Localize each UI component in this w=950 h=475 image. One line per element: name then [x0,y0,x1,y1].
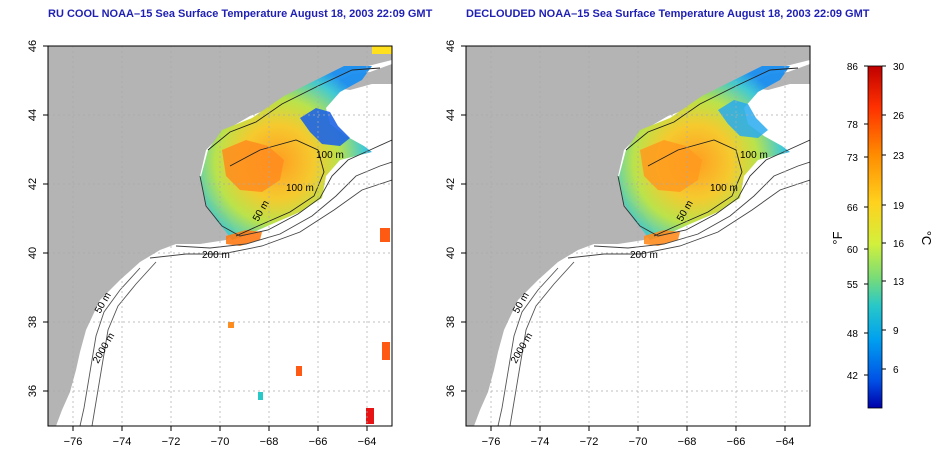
lat-tick-label: 38 [445,316,457,328]
lat-tick-label: 46 [445,40,457,52]
sst-speck [296,366,302,376]
contour-line [617,139,810,237]
lon-tick-label: −72 [580,436,599,448]
lat-tick-label: 46 [27,40,39,52]
sst-data-region [200,66,372,240]
depth-label: 100 m [740,150,768,161]
sst-speck [382,342,390,360]
contour-line [79,267,141,426]
grid-lines [48,46,392,426]
lon-tick-label: −66 [309,436,328,448]
sst-speck [380,228,390,242]
lon-tick-label: −64 [776,436,795,448]
celsius-tick: 19 [893,201,905,212]
contour-line [593,161,810,249]
fahrenheit-unit-label: °F [830,231,845,244]
x-axis-labels: −76 −74 −72 −70 −68 −66 −64 [64,436,377,448]
lon-tick-label: −76 [64,436,83,448]
contour-line [567,179,810,259]
fahrenheit-tick: 42 [847,371,859,382]
celsius-tick: 26 [893,111,905,122]
lat-tick-label: 38 [27,316,39,328]
colorbar: 86 78 73 66 60 55 48 42 30 26 23 19 16 1… [830,62,934,409]
sst-speck [372,46,392,54]
contour-line [199,139,392,237]
y-axis-labels: 46 44 42 40 38 36 [445,40,457,397]
lat-tick-label: 40 [445,247,457,259]
lon-tick-label: −76 [482,436,501,448]
lat-tick-label: 36 [445,385,457,397]
lat-tick-label: 42 [445,178,457,190]
lat-tick-label: 44 [27,109,39,121]
lat-tick-label: 44 [445,109,457,121]
colorbar-scale [867,65,883,409]
depth-label: 200 m [630,250,658,261]
lon-tick-label: −72 [162,436,181,448]
lon-tick-label: −70 [629,436,648,448]
celsius-unit-label: °C [919,231,934,246]
lon-tick-label: −74 [113,436,132,448]
celsius-tick: 6 [893,365,899,376]
fahrenheit-labels: 86 78 73 66 60 55 48 42 [847,62,859,382]
fahrenheit-tick: 78 [847,120,859,131]
celsius-tick: 9 [893,326,899,337]
lon-tick-label: −74 [531,436,550,448]
lat-tick-label: 36 [27,385,39,397]
y-axis-ticks [461,45,466,392]
sst-speck [228,322,234,328]
panel-title-raw: RU COOL NOAA–15 Sea Surface Temperature … [48,8,433,20]
x-axis-labels: −76 −74 −72 −70 −68 −66 −64 [482,436,795,448]
sst-warm-region [222,140,284,192]
fahrenheit-tick: 55 [847,280,859,291]
sst-speck [366,408,374,424]
sst-cold-region [718,100,768,138]
celsius-tick: 16 [893,239,905,250]
contour-line [497,267,559,426]
depth-label: 100 m [316,150,344,161]
fahrenheit-tick: 60 [847,245,859,256]
celsius-ticks [882,65,886,370]
sst-data-region [618,66,790,240]
fahrenheit-ticks [864,65,868,376]
map-panel-declouded: 100 m 100 m 50 m 200 m 50 m 2000 m −76 −… [445,40,811,448]
y-axis-ticks [43,45,48,392]
celsius-tick: 30 [893,62,905,73]
contour-line [149,179,392,259]
celsius-tick: 13 [893,277,905,288]
contour-line [175,161,392,249]
x-axis-ticks [490,426,786,431]
lat-tick-label: 42 [27,178,39,190]
depth-label: 100 m [710,183,738,194]
contour-line [91,261,157,426]
lon-tick-label: −64 [358,436,377,448]
x-axis-ticks [72,426,368,431]
lon-tick-label: −66 [727,436,746,448]
sst-warm-region [640,140,702,192]
map-panel-raw: 100 m 100 m 50 m 200 m 50 m 2000 m −76 −… [27,40,393,448]
grid-lines [466,46,810,426]
sst-speck [258,392,263,400]
lon-tick-label: −68 [260,436,279,448]
lon-tick-label: −70 [211,436,230,448]
celsius-tick: 23 [893,151,905,162]
contour-line [509,261,575,426]
panel-title-declouded: DECLOUDED NOAA–15 Sea Surface Temperatur… [466,8,870,20]
sst-cold-region [300,108,350,146]
celsius-labels: 30 26 23 19 16 13 9 6 [893,62,905,376]
fahrenheit-tick: 48 [847,329,859,340]
fahrenheit-tick: 86 [847,62,859,73]
lon-tick-label: −68 [678,436,697,448]
lat-tick-label: 40 [27,247,39,259]
depth-label: 100 m [286,183,314,194]
fahrenheit-tick: 73 [847,153,859,164]
y-axis-labels: 46 44 42 40 38 36 [27,40,39,397]
depth-label: 200 m [202,250,230,261]
fahrenheit-tick: 66 [847,203,859,214]
